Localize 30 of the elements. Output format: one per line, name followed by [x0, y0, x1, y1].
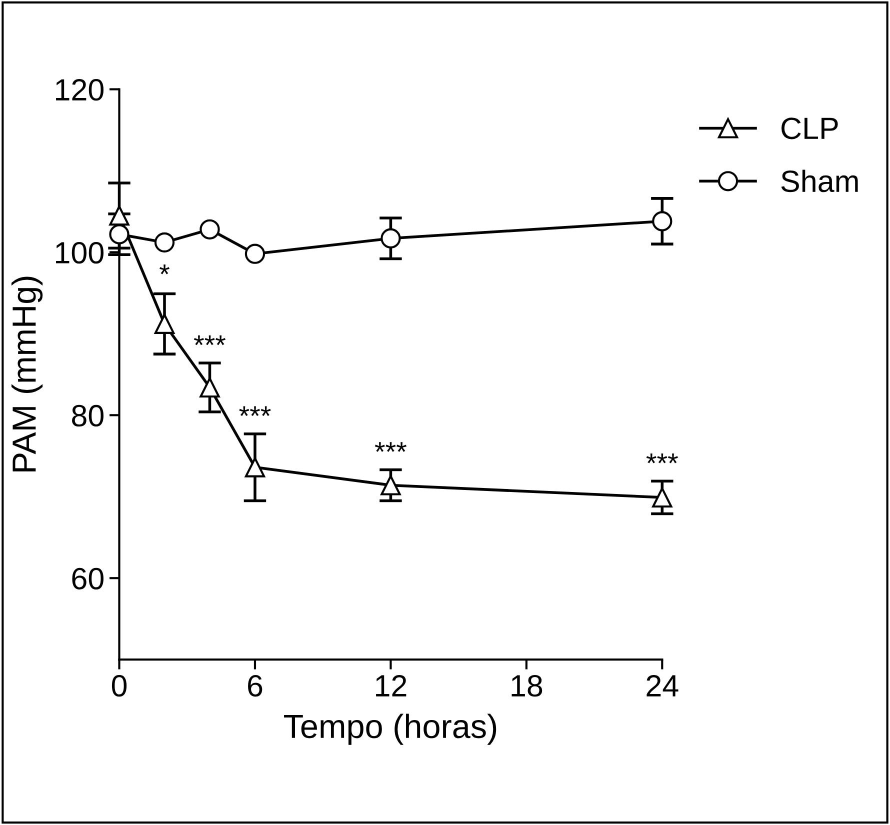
x-tick-label: 6	[248, 674, 262, 697]
y-tick-label: 100	[56, 242, 104, 264]
point	[109, 224, 130, 244]
point	[380, 475, 401, 496]
legend-label: CLP	[782, 118, 838, 140]
x-tick-label: 18	[512, 674, 542, 697]
annotation: ***	[374, 442, 406, 452]
y-axis-title: PAM (mmHg)	[12, 276, 43, 472]
annotation: ***	[239, 406, 271, 416]
y-tick-label: 80	[72, 404, 104, 427]
point	[652, 211, 672, 232]
point	[244, 457, 266, 478]
y-tick-label: 60	[72, 568, 104, 590]
annotation: ***	[194, 335, 226, 346]
point	[109, 205, 130, 226]
point	[244, 244, 266, 264]
point	[154, 232, 175, 253]
x-tick-label: 0	[112, 674, 127, 697]
point	[652, 487, 672, 508]
point	[200, 377, 220, 398]
annotation: *	[160, 264, 170, 274]
point	[380, 228, 401, 248]
x-tick-label: 12	[376, 674, 406, 696]
x-axis-title: Tempo (horas)	[284, 714, 496, 745]
legend-label: Sham	[781, 170, 858, 192]
y-tick-label: 120	[56, 79, 104, 101]
annotation: ***	[646, 454, 678, 464]
point	[154, 314, 175, 334]
point	[200, 219, 220, 240]
x-tick-label: 24	[646, 674, 678, 696]
